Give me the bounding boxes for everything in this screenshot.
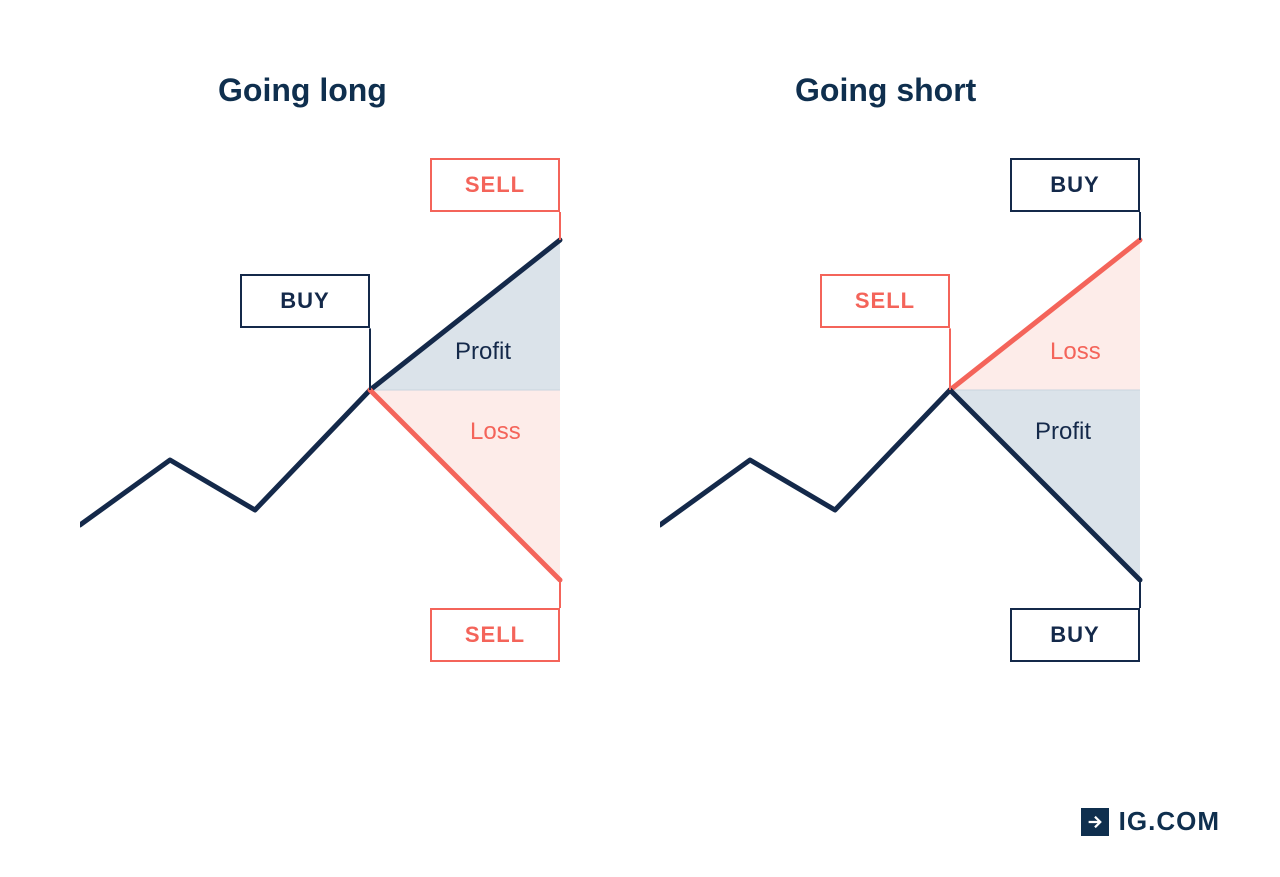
top-box-short: BUY	[1010, 158, 1140, 212]
brand-logo: IG.COM	[1081, 806, 1220, 837]
bottom-box-short: BUY	[1010, 608, 1140, 662]
upper-label-short: Loss	[1050, 338, 1101, 366]
diagram-container: Going long Going short BUY SELL SELL SEL…	[0, 0, 1280, 877]
lower-label-long: Loss	[470, 418, 521, 446]
upper-label-long: Profit	[455, 338, 511, 366]
bottom-box-long: SELL	[430, 608, 560, 662]
arrow-right-icon	[1081, 808, 1109, 836]
entry-box-long: BUY	[240, 274, 370, 328]
panel-title-short: Going short	[795, 72, 976, 109]
brand-text: IG.COM	[1119, 806, 1220, 837]
panel-title-long: Going long	[218, 72, 387, 109]
entry-box-short: SELL	[820, 274, 950, 328]
lower-label-short: Profit	[1035, 418, 1091, 446]
top-box-long: SELL	[430, 158, 560, 212]
